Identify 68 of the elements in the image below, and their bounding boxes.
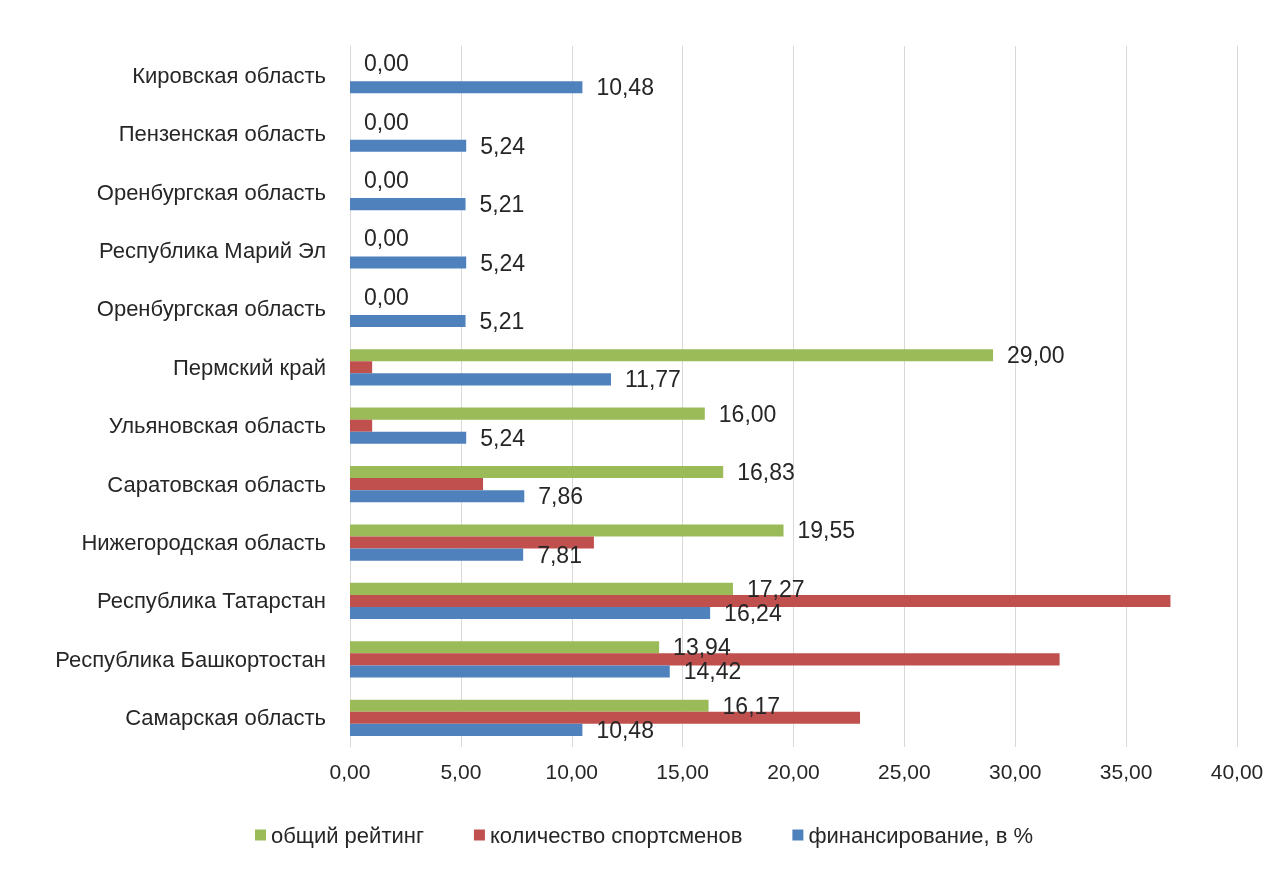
x-tick-label: 20,00 [767, 760, 820, 783]
y-tick-label: Республика Башкортостан [55, 646, 326, 672]
legend-label: общий рейтинг [270, 822, 424, 848]
bar [350, 524, 784, 537]
y-tick-label: Ульяновская область [108, 413, 326, 439]
bar [350, 466, 724, 479]
bar [350, 419, 373, 432]
bar [350, 490, 525, 503]
y-tick-label: Саратовская область [107, 471, 326, 497]
data-label: 11,77 [625, 366, 681, 393]
bar [350, 548, 524, 561]
y-tick-label: Нижегородская область [81, 530, 326, 556]
y-tick-label: Оренбургская область [96, 296, 326, 322]
bar [350, 361, 373, 374]
data-label: 0,00 [364, 166, 409, 193]
y-tick-label: Пермский край [172, 354, 326, 380]
y-tick-label: Республика Татарстан [96, 588, 326, 614]
y-tick-label: Республика Марий Эл [99, 237, 326, 263]
x-tick-label: 15,00 [656, 760, 709, 783]
bar [350, 665, 670, 678]
x-tick-label: 10,00 [545, 760, 599, 783]
data-label: 0,00 [364, 225, 409, 252]
data-label: 7,81 [537, 541, 582, 568]
bar [350, 407, 705, 420]
x-tick-label: 35,00 [1099, 760, 1153, 783]
legend-label: количество спортсменов [489, 822, 743, 848]
data-label: 29,00 [1007, 342, 1065, 369]
bar [350, 723, 583, 736]
bar [350, 478, 484, 491]
data-label: 5,21 [479, 191, 525, 218]
data-label: 5,24 [480, 132, 526, 159]
x-tick-label: 40,00 [1210, 760, 1264, 783]
bar [350, 373, 611, 386]
legend-label: финансирование, в % [808, 822, 1034, 848]
data-label: 16,17 [722, 692, 781, 719]
bar [350, 641, 660, 654]
data-label: 14,42 [683, 658, 742, 685]
bar [350, 582, 733, 595]
bar [350, 198, 466, 211]
data-label: 0,00 [364, 50, 409, 77]
bar [350, 256, 467, 269]
data-label: 19,55 [797, 517, 856, 544]
data-label: 5,24 [480, 249, 526, 276]
data-label: 16,83 [737, 459, 795, 486]
y-tick-label: Самарская область [125, 705, 326, 731]
bar [350, 81, 583, 94]
x-tick-label: 0,00 [329, 760, 371, 783]
y-tick-label: Пензенская область [118, 121, 326, 147]
x-tick-label: 30,00 [988, 760, 1042, 783]
data-label: 5,24 [480, 424, 526, 451]
data-label: 16,00 [718, 400, 777, 427]
data-label: 10,48 [596, 74, 654, 101]
bar [350, 431, 467, 444]
bar [350, 699, 709, 712]
bar [350, 349, 994, 362]
x-tick-label: 5,00 [440, 760, 482, 783]
y-tick-label: Кировская область [132, 62, 326, 88]
x-tick-label: 25,00 [878, 760, 931, 783]
bar [350, 606, 711, 620]
bar [350, 314, 466, 327]
data-label: 10,48 [596, 716, 654, 743]
data-label: 0,00 [364, 283, 409, 310]
bar [350, 139, 467, 152]
data-label: 16,24 [724, 600, 782, 627]
data-label: 5,21 [479, 307, 525, 334]
data-label: 0,00 [364, 108, 409, 135]
y-tick-label: Оренбургская область [96, 179, 326, 205]
data-label: 7,86 [538, 483, 584, 510]
